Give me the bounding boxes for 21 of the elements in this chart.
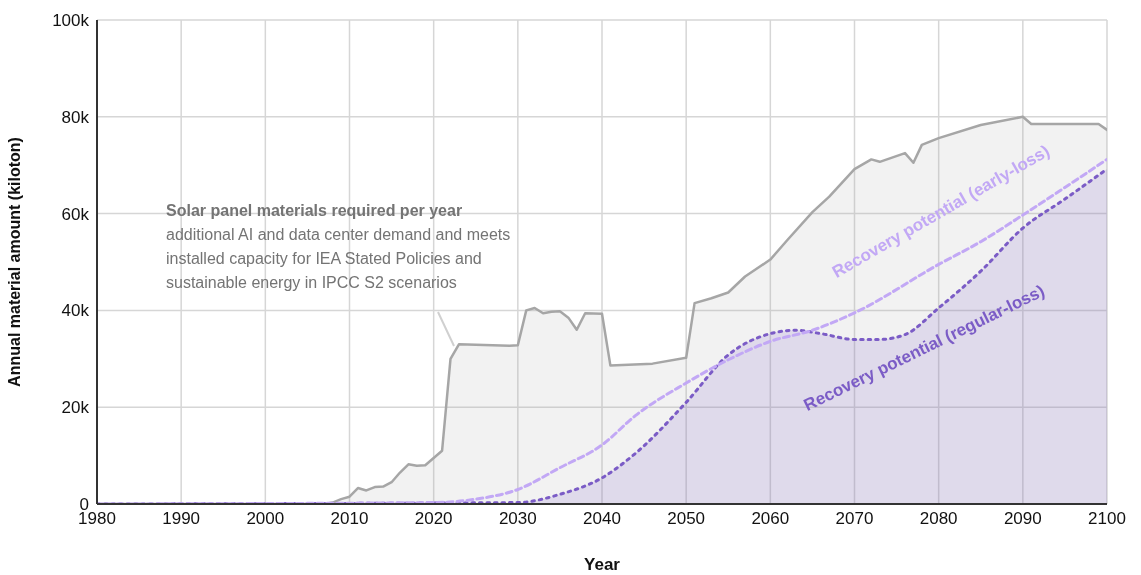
y-tick-label: 40k: [61, 301, 90, 321]
y-tick-label: 80k: [61, 107, 90, 127]
x-tick-label: 2000: [246, 509, 285, 529]
x-tick-label: 2040: [583, 509, 621, 529]
x-tick-label: 2100: [1088, 509, 1126, 529]
annotation: additional AI and data center demand and meets installed capacity for IEA Stated Policies and sustainable energy in IPCC S2 scenarios: [166, 226, 511, 291]
x-tick-label: 2030: [498, 509, 537, 529]
y-tick-label: 60k: [61, 204, 90, 224]
x-tick-label: 2010: [330, 509, 369, 529]
x-tick-label: 2070: [835, 509, 874, 529]
x-tick-label: 2020: [414, 509, 453, 529]
x-tick-label: 2080: [919, 509, 958, 529]
y-tick-label: 100k: [52, 11, 90, 31]
y-tick-label: 20k: [61, 398, 90, 418]
y-axis-title: Annual material amount (kiloton): [5, 137, 23, 387]
x-tick-label: 1990: [162, 509, 201, 529]
x-tick-label: 2050: [667, 509, 706, 529]
x-axis-title: Year: [584, 555, 621, 574]
x-tick-label: 2060: [751, 509, 790, 529]
text: Solar panel materials required per year: [166, 202, 463, 219]
x-tick-label: 2090: [1003, 509, 1042, 529]
